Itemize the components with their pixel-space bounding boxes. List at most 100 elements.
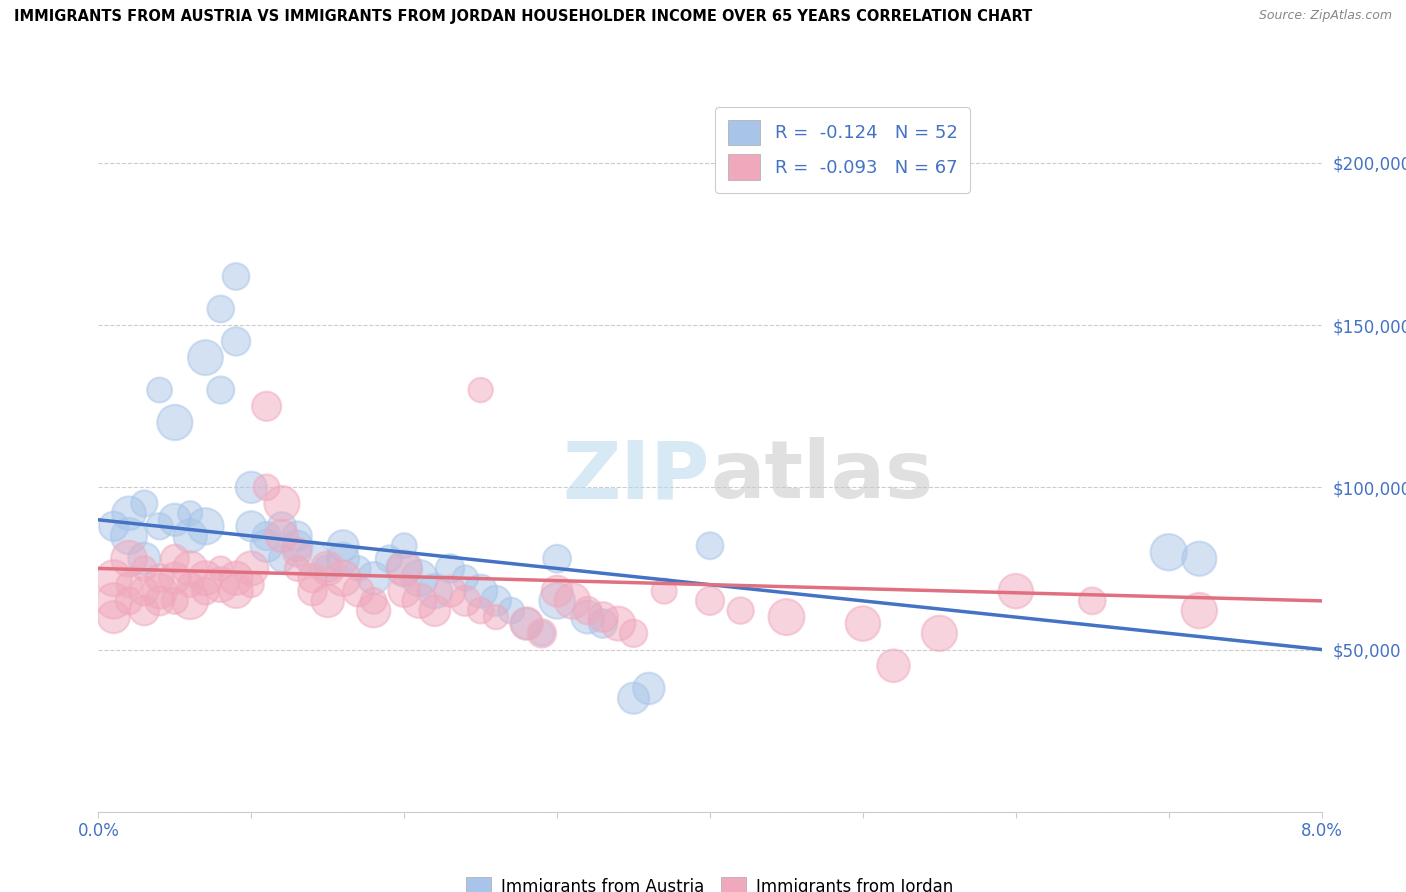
Point bbox=[209, 577, 232, 591]
Point bbox=[316, 594, 339, 608]
Point bbox=[363, 604, 385, 618]
Point bbox=[363, 594, 385, 608]
Point bbox=[301, 571, 323, 585]
Point bbox=[163, 416, 186, 430]
Point bbox=[103, 594, 125, 608]
Point bbox=[730, 604, 752, 618]
Point bbox=[285, 545, 308, 559]
Point bbox=[392, 561, 416, 575]
Point bbox=[118, 506, 141, 520]
Point bbox=[240, 480, 263, 494]
Point bbox=[423, 604, 446, 618]
Point bbox=[256, 399, 278, 413]
Point bbox=[163, 571, 186, 585]
Point bbox=[332, 539, 354, 553]
Point bbox=[852, 616, 875, 631]
Point bbox=[149, 594, 172, 608]
Text: IMMIGRANTS FROM AUSTRIA VS IMMIGRANTS FROM JORDAN HOUSEHOLDER INCOME OVER 65 YEA: IMMIGRANTS FROM AUSTRIA VS IMMIGRANTS FR… bbox=[14, 9, 1032, 24]
Point bbox=[118, 577, 141, 591]
Point bbox=[149, 383, 172, 397]
Point bbox=[699, 594, 721, 608]
Point bbox=[378, 551, 401, 566]
Point bbox=[209, 301, 232, 316]
Text: atlas: atlas bbox=[710, 437, 934, 516]
Text: ZIP: ZIP bbox=[562, 437, 710, 516]
Point bbox=[332, 571, 354, 585]
Point bbox=[347, 561, 370, 575]
Point bbox=[454, 571, 477, 585]
Point bbox=[392, 584, 416, 599]
Point bbox=[1188, 604, 1211, 618]
Point bbox=[392, 561, 416, 575]
Point bbox=[134, 604, 156, 618]
Point bbox=[270, 551, 294, 566]
Point bbox=[775, 610, 797, 624]
Point bbox=[1004, 584, 1026, 599]
Point bbox=[179, 506, 201, 520]
Point bbox=[516, 616, 538, 631]
Point bbox=[225, 571, 247, 585]
Text: Source: ZipAtlas.com: Source: ZipAtlas.com bbox=[1258, 9, 1392, 22]
Point bbox=[485, 594, 508, 608]
Point bbox=[623, 691, 645, 706]
Point bbox=[179, 594, 201, 608]
Point bbox=[179, 561, 201, 575]
Point bbox=[699, 539, 721, 553]
Point bbox=[439, 584, 461, 599]
Point bbox=[149, 519, 172, 533]
Point bbox=[285, 539, 308, 553]
Point bbox=[118, 529, 141, 543]
Point bbox=[194, 351, 217, 365]
Point bbox=[134, 551, 156, 566]
Point bbox=[301, 551, 323, 566]
Point bbox=[454, 594, 477, 608]
Point bbox=[134, 497, 156, 511]
Point bbox=[163, 594, 186, 608]
Point bbox=[530, 626, 553, 640]
Legend: Immigrants from Austria, Immigrants from Jordan: Immigrants from Austria, Immigrants from… bbox=[460, 870, 960, 892]
Point bbox=[561, 594, 583, 608]
Point bbox=[194, 584, 217, 599]
Point bbox=[194, 571, 217, 585]
Point bbox=[316, 561, 339, 575]
Point bbox=[270, 519, 294, 533]
Point bbox=[118, 551, 141, 566]
Point bbox=[179, 577, 201, 591]
Point bbox=[163, 513, 186, 527]
Point bbox=[256, 539, 278, 553]
Point bbox=[501, 604, 523, 618]
Point bbox=[149, 584, 172, 599]
Point bbox=[363, 571, 385, 585]
Point bbox=[285, 529, 308, 543]
Point bbox=[546, 551, 568, 566]
Point bbox=[285, 561, 308, 575]
Point bbox=[179, 529, 201, 543]
Point bbox=[256, 529, 278, 543]
Point bbox=[592, 616, 614, 631]
Point bbox=[347, 584, 370, 599]
Point bbox=[592, 610, 614, 624]
Point bbox=[576, 604, 599, 618]
Point bbox=[103, 610, 125, 624]
Point bbox=[301, 584, 323, 599]
Point bbox=[607, 616, 630, 631]
Point bbox=[546, 594, 568, 608]
Point bbox=[637, 681, 661, 696]
Point bbox=[516, 616, 538, 631]
Point bbox=[423, 584, 446, 599]
Point bbox=[149, 571, 172, 585]
Point bbox=[1081, 594, 1104, 608]
Point bbox=[209, 383, 232, 397]
Point bbox=[928, 626, 950, 640]
Point bbox=[392, 539, 416, 553]
Point bbox=[134, 561, 156, 575]
Point bbox=[240, 577, 263, 591]
Point bbox=[240, 519, 263, 533]
Point bbox=[576, 610, 599, 624]
Point bbox=[470, 383, 492, 397]
Point bbox=[118, 594, 141, 608]
Point bbox=[225, 334, 247, 349]
Point bbox=[1157, 545, 1180, 559]
Point bbox=[225, 269, 247, 284]
Point bbox=[439, 561, 461, 575]
